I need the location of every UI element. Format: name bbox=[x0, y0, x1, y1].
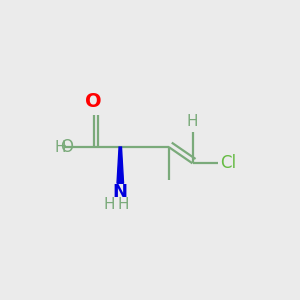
Text: N: N bbox=[113, 183, 128, 201]
Text: H: H bbox=[54, 140, 66, 154]
Text: ·: · bbox=[61, 138, 66, 156]
Polygon shape bbox=[117, 147, 124, 183]
Text: H: H bbox=[187, 114, 198, 129]
Text: Cl: Cl bbox=[220, 154, 236, 172]
Text: H: H bbox=[103, 197, 115, 212]
Text: O: O bbox=[85, 92, 102, 111]
Text: O: O bbox=[61, 138, 74, 156]
Text: H: H bbox=[118, 197, 129, 212]
